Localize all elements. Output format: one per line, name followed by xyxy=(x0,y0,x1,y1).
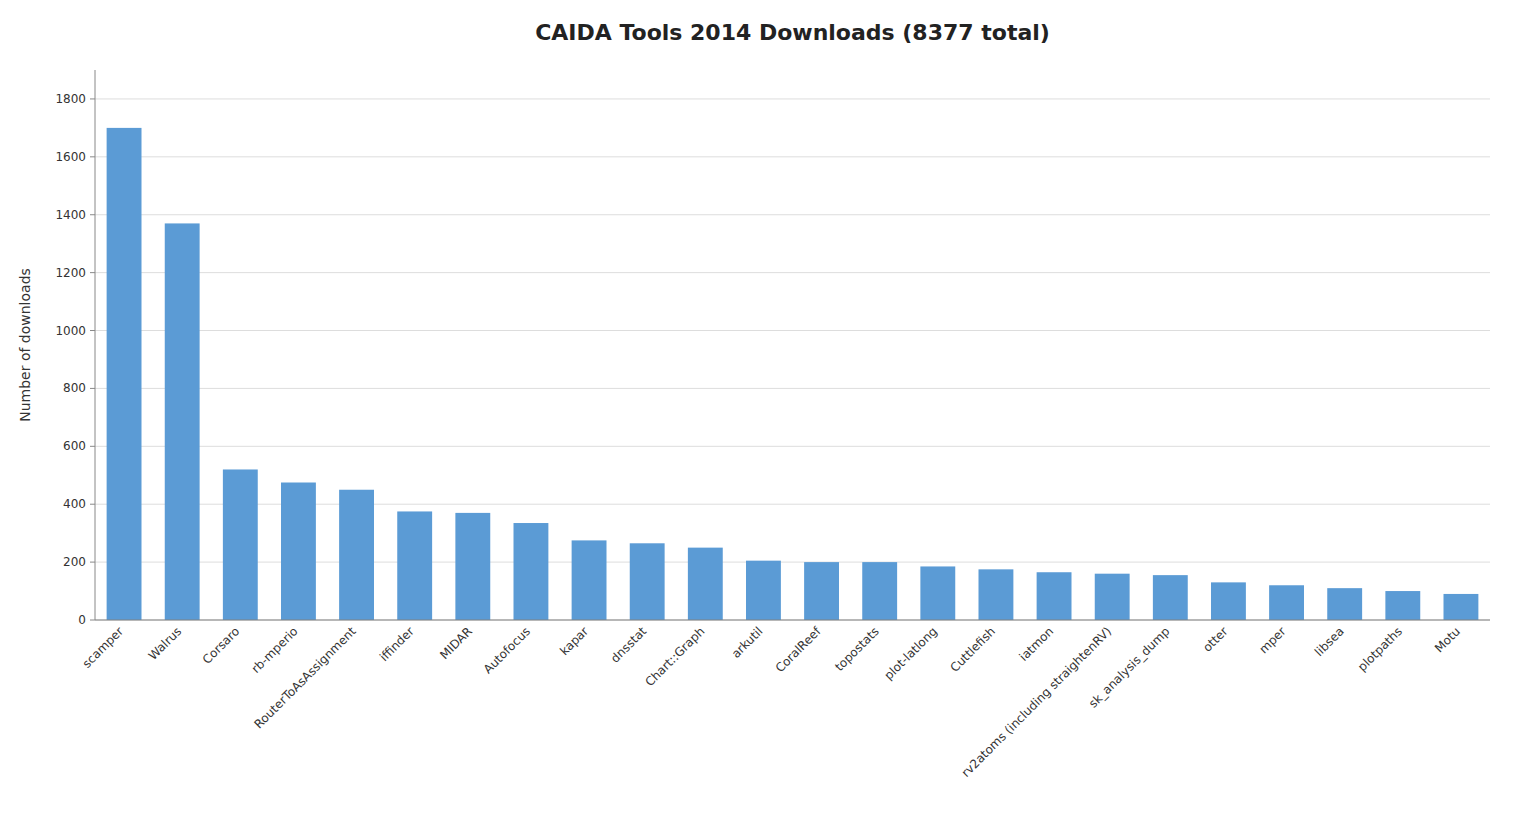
grid-line xyxy=(95,214,1490,215)
y-tick xyxy=(90,388,95,389)
y-tick xyxy=(90,330,95,331)
x-axis-line xyxy=(95,620,1490,621)
bars: scamper: 1700 Walrus: 1370 Corsaro: 520 rb-… xyxy=(107,128,1479,620)
x-tick-label: MIDAR xyxy=(437,624,475,662)
y-tick-label: 1200 xyxy=(55,266,86,280)
bar: plotpaths: 100 xyxy=(1385,591,1420,620)
bar: scamper: 1700 xyxy=(107,128,142,620)
y-tick xyxy=(90,620,95,621)
y-tick xyxy=(90,446,95,447)
x-tick-label: otter xyxy=(1200,624,1231,655)
bar: kapar: 275 xyxy=(572,540,607,620)
bar: libsea: 110 xyxy=(1327,588,1362,620)
x-tick-label: mper xyxy=(1256,624,1288,656)
y-tick-label: 1400 xyxy=(55,208,86,222)
bar: Motu: 90 xyxy=(1444,594,1479,620)
y-axis: 0 200 400 600 800 1000 1200 1400 1600 1800 xyxy=(55,70,95,627)
y-tick xyxy=(90,214,95,215)
x-tick-label: iatmon xyxy=(1017,624,1057,664)
grid-line xyxy=(95,330,1490,331)
bar: Chart::Graph: 250 xyxy=(688,548,723,620)
x-tick-label: Motu xyxy=(1432,624,1463,655)
x-tick-label: rb-mperio xyxy=(249,624,301,676)
y-tick xyxy=(90,504,95,505)
grid-line xyxy=(95,98,1490,99)
bar: RouterToAsAssignment: 450 xyxy=(339,490,374,620)
y-axis-line xyxy=(95,70,96,620)
x-axis: scamper Walrus Corsarorb-mperioRouterToAsA… xyxy=(80,620,1490,780)
x-tick-label: Chart::Graph xyxy=(642,624,707,689)
x-tick-label: Autofocus xyxy=(481,624,533,676)
bar: CoralReef: 200 xyxy=(804,562,839,620)
y-tick-label: 800 xyxy=(63,381,86,395)
bar: Autofocus: 335 xyxy=(514,523,549,620)
bar: dnsstat: 265 xyxy=(630,543,665,620)
bar: rb-mperio: 475 xyxy=(281,483,316,621)
x-tick-label: topostats xyxy=(832,624,882,674)
grid xyxy=(95,99,1490,620)
x-tick-label: libsea xyxy=(1312,624,1347,659)
x-tick-label: scamper xyxy=(80,624,127,671)
chart-svg: 0 200 400 600 800 1000 1200 1400 1600 1800 scamper… xyxy=(0,0,1530,835)
x-tick-label: plot-latlong xyxy=(882,624,940,682)
y-tick xyxy=(90,272,95,273)
bar: rv2atoms (including straightenRV): 160 xyxy=(1095,574,1130,620)
grid-line xyxy=(95,620,1490,621)
bar: iffinder: 375 xyxy=(397,511,432,620)
x-tick-label: CoralReef xyxy=(773,624,825,676)
bar: topostats: 200 xyxy=(862,562,897,620)
y-tick xyxy=(90,156,95,157)
bar: MIDAR: 370 xyxy=(455,513,490,620)
y-tick-label: 600 xyxy=(63,439,86,453)
x-tick-label: kapar xyxy=(557,624,591,658)
x-tick-label: sk_analysis_dump xyxy=(1086,624,1172,710)
bar: Corsaro: 520 xyxy=(223,469,258,620)
grid-line xyxy=(95,156,1490,157)
y-axis-label: Number of downloads xyxy=(17,268,33,422)
x-tick-label: Corsaro xyxy=(200,624,243,667)
x-tick-label: plotpaths xyxy=(1355,624,1405,674)
grid-line xyxy=(95,388,1490,389)
bar: mper: 120 xyxy=(1269,585,1304,620)
x-tick-label: dnsstat xyxy=(608,624,650,666)
x-tick-label: Walrus xyxy=(146,624,185,663)
x-tick-label: arkutil xyxy=(729,624,766,661)
chart-container: 0 200 400 600 800 1000 1200 1400 1600 1800 scamper… xyxy=(0,0,1530,835)
y-tick-label: 200 xyxy=(63,555,86,569)
bar: Cuttlefish: 175 xyxy=(979,569,1014,620)
y-tick xyxy=(90,98,95,99)
grid-line xyxy=(95,446,1490,447)
title: CAIDA Tools 2014 Downloads (8377 total) xyxy=(535,20,1050,45)
grid-line xyxy=(95,272,1490,273)
bar: arkutil: 205 xyxy=(746,561,781,620)
bar: otter: 130 xyxy=(1211,582,1246,620)
bar: sk_analysis_dump: 155 xyxy=(1153,575,1188,620)
x-tick-label: Cuttlefish xyxy=(947,624,998,675)
y-tick xyxy=(90,562,95,563)
x-tick-label: iffinder xyxy=(377,624,417,664)
bar: iatmon: 165 xyxy=(1037,572,1072,620)
y-tick-label: 1000 xyxy=(55,324,86,338)
y-tick-label: 1600 xyxy=(55,150,86,164)
y-tick-label: 0 xyxy=(78,613,86,627)
bar: Walrus: 1370 xyxy=(165,223,200,620)
bar: plot-latlong: 185 xyxy=(920,566,955,620)
x-tick-label: RouterToAsAssignment xyxy=(252,624,359,731)
y-tick-label: 1800 xyxy=(55,92,86,106)
y-tick-label: 400 xyxy=(63,497,86,511)
